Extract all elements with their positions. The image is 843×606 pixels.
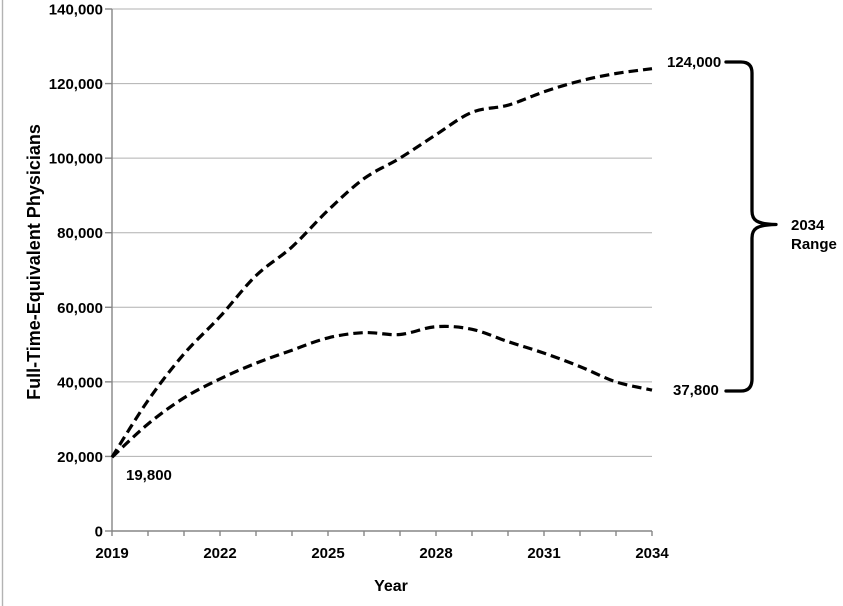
start-value-label: 19,800 [126, 467, 172, 484]
axes [105, 8, 653, 536]
x-tick-label: 2031 [527, 545, 560, 562]
y-tick-label: 0 [95, 524, 103, 541]
range-brace [724, 60, 778, 393]
x-tick-label: 2034 [635, 545, 669, 562]
x-tick-label: 2025 [311, 545, 344, 562]
x-tick-label: 2019 [95, 545, 128, 562]
tick-labels: 0 20,000 40,000 60,000 80,000 100,000 120,000 1… [49, 2, 670, 563]
low-end-value-label: 37,800 [673, 382, 719, 399]
range-label-line1: 2034 [791, 217, 825, 234]
gridlines [112, 8, 652, 457]
y-tick-label: 100,000 [49, 151, 103, 168]
high-end-value-label: 124,000 [667, 54, 721, 71]
y-tick-label: 20,000 [57, 449, 103, 466]
y-axis-title: Full-Time-Equivalent Physicians [24, 124, 44, 400]
data-series [110, 67, 653, 459]
x-axis-title: Year [374, 578, 408, 595]
y-tick-label: 120,000 [49, 76, 103, 93]
range-label-line2: Range [791, 236, 837, 253]
y-tick-label: 60,000 [57, 300, 103, 317]
x-tick-label: 2028 [419, 545, 452, 562]
series-projected-range-high [110, 67, 653, 459]
x-tick-label: 2022 [203, 545, 236, 562]
y-tick-label: 140,000 [49, 2, 103, 19]
y-tick-label: 80,000 [57, 225, 103, 242]
y-tick-label: 40,000 [57, 374, 103, 391]
